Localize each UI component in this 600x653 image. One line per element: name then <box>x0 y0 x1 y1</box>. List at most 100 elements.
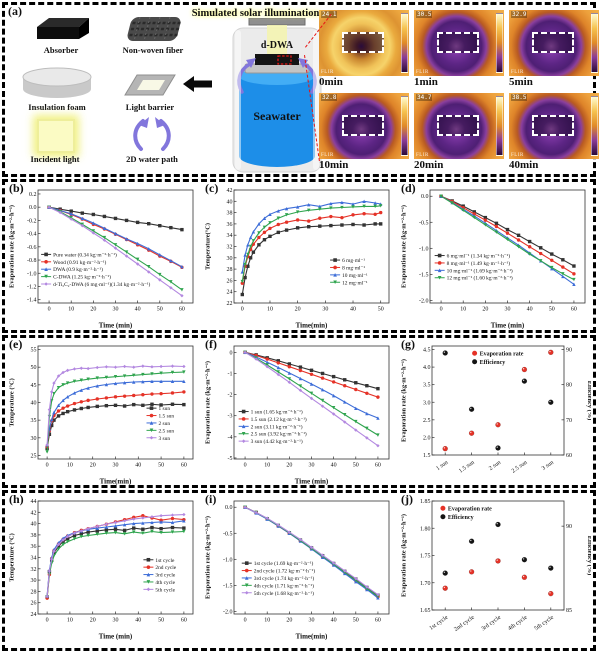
svg-text:1 sun: 1 sun <box>435 460 449 472</box>
svg-text:30: 30 <box>113 463 119 469</box>
svg-text:12 mg·ml⁻¹ (1.60 kg·m⁻²·h⁻¹): 12 mg·ml⁻¹ (1.60 kg·m⁻²·h⁻¹) <box>447 275 513 282</box>
svg-text:2nd cycle: 2nd cycle <box>155 565 176 571</box>
insulation-foam-icon <box>22 67 92 98</box>
svg-text:5th cycle (1.68 kg·m⁻²·h⁻¹): 5th cycle (1.68 kg·m⁻²·h⁻¹) <box>254 590 314 597</box>
insulation-foam-label: Insulation foam <box>28 102 86 112</box>
panel-letter-b: (b) <box>8 181 25 195</box>
ir-frame: 32.9 FLIR <box>509 10 599 76</box>
svg-text:70: 70 <box>566 418 572 424</box>
svg-text:-1.0: -1.0 <box>27 271 37 277</box>
svg-text:Efficiency (%): Efficiency (%) <box>586 536 591 576</box>
panel-letter-j: (j) <box>400 492 414 506</box>
svg-text:Efficiency: Efficiency <box>448 515 474 521</box>
svg-text:Evaporation rate (kg·m⁻²·h⁻¹): Evaporation rate (kg·m⁻²·h⁻¹) <box>401 359 408 442</box>
svg-text:Time (min): Time (min) <box>99 322 133 330</box>
svg-text:8 mg·ml⁻¹ (1.49 kg·m⁻²·h⁻¹): 8 mg·ml⁻¹ (1.49 kg·m⁻²·h⁻¹) <box>447 260 511 267</box>
thermal-time-label: 20min <box>414 159 444 171</box>
water-path-label: 2D water path <box>126 154 178 164</box>
ir-colorbar <box>401 96 408 156</box>
svg-text:0: 0 <box>230 350 233 356</box>
svg-text:30: 30 <box>505 307 511 313</box>
svg-text:Temperature (°C): Temperature (°C) <box>9 378 16 427</box>
thermal-time-label: 5min <box>509 76 533 88</box>
svg-text:20: 20 <box>90 618 96 624</box>
ir-frame: 30.5 FLIR <box>414 10 504 76</box>
chart-c-plot: 0 10 20 30 40 50 22 24 26 28 30 32 34 36 38 40 42 Time(mi… <box>205 188 390 330</box>
svg-text:30: 30 <box>113 618 119 624</box>
svg-text:0.2: 0.2 <box>29 192 37 198</box>
chart-b: (b) 0 10 20 30 40 50 60 0.2 0.0 -0.2 -0.4 -0.6 -0.8 -… <box>7 181 200 331</box>
svg-text:0: 0 <box>244 463 247 469</box>
ir-max-temp: 32.9 <box>511 11 528 18</box>
svg-text:25: 25 <box>31 453 37 459</box>
panel-hij-section: (h) 0 10 20 30 40 50 60 24 26 28 30 32 34 36 38 40 42 44 T… <box>2 490 596 651</box>
svg-text:36: 36 <box>227 222 233 228</box>
svg-text:45: 45 <box>31 383 37 389</box>
svg-text:30: 30 <box>31 436 37 442</box>
svg-text:Time(min): Time(min) <box>296 322 328 330</box>
chart-d-plot: 0 10 20 30 40 50 60 0.0 -0.5 -1.0 -1.5 -2.0 Time (mi… <box>401 189 586 329</box>
flir-watermark: FLIR <box>321 153 334 158</box>
svg-text:1.5: 1.5 <box>423 453 431 459</box>
svg-text:4th cycle (1.71 kg·m⁻²·h⁻¹): 4th cycle (1.71 kg·m⁻²·h⁻¹) <box>254 582 314 589</box>
thermal-image-10min: 32.8 FLIR 10min <box>319 93 409 171</box>
svg-text:4th cycle: 4th cycle <box>507 615 529 633</box>
svg-text:40: 40 <box>331 463 337 469</box>
light-barrier-on-device <box>244 63 310 74</box>
svg-text:-1.0: -1.0 <box>419 246 429 252</box>
svg-text:42: 42 <box>227 188 233 194</box>
svg-text:20: 20 <box>90 307 96 313</box>
panel-letter-i: (i) <box>204 492 218 506</box>
svg-text:0: 0 <box>46 618 49 624</box>
thermal-image-0min: 24.1 FLIR 0min <box>319 10 409 88</box>
svg-text:10: 10 <box>264 618 270 624</box>
svg-text:80: 80 <box>566 383 572 389</box>
svg-text:0: 0 <box>48 307 51 313</box>
svg-text:1 sun: 1 sun <box>159 406 171 412</box>
ir-sample-outline <box>342 115 384 136</box>
chart-g-plot: 1.5 2.0 2.5 3.0 3.5 4.0 4.5 60 70 80 90 1 sun 1.5 su… <box>401 345 591 475</box>
svg-text:35: 35 <box>31 418 37 424</box>
svg-text:50: 50 <box>353 463 359 469</box>
svg-text:0.0: 0.0 <box>421 194 429 200</box>
svg-text:-1.2: -1.2 <box>27 284 37 290</box>
svg-text:50: 50 <box>157 307 163 313</box>
svg-text:50: 50 <box>549 307 555 313</box>
svg-text:30: 30 <box>309 463 315 469</box>
svg-text:2 sun: 2 sun <box>488 460 502 472</box>
svg-text:Evaporation rate: Evaporation rate <box>480 351 524 357</box>
chart-d: (d) 0 10 20 30 40 50 60 0.0 -0.5 -1.0 -1.5 -2.0 Time… <box>399 181 592 331</box>
svg-text:2nd cycle: 2nd cycle <box>453 615 476 633</box>
svg-text:1.5 sun: 1.5 sun <box>458 460 476 475</box>
svg-text:2 sun: 2 sun <box>159 421 171 427</box>
svg-text:10: 10 <box>264 463 270 469</box>
ir-max-temp: 32.8 <box>321 94 338 101</box>
svg-text:DWA (0.9 kg·m⁻²·h⁻¹): DWA (0.9 kg·m⁻²·h⁻¹) <box>53 266 103 273</box>
svg-text:24: 24 <box>31 612 37 618</box>
flir-watermark: FLIR <box>416 153 429 158</box>
chart-e-plot: 0 10 20 30 40 50 60 25 30 35 40 45 50 55 Time(min) Temp… <box>9 345 194 486</box>
svg-text:10 mg·ml⁻¹ (1.69 kg·m⁻²·h⁻¹): 10 mg·ml⁻¹ (1.69 kg·m⁻²·h⁻¹) <box>447 267 513 274</box>
thermal-image-40min: 38.5 FLIR 40min <box>509 93 599 171</box>
zoom-rect-icon <box>277 55 292 65</box>
svg-text:34: 34 <box>227 233 233 239</box>
svg-text:Time(min): Time(min) <box>100 478 132 486</box>
ir-colorbar <box>591 13 598 73</box>
svg-text:60: 60 <box>571 307 577 313</box>
panel-letter-d: (d) <box>400 181 417 195</box>
svg-text:44: 44 <box>31 499 37 505</box>
svg-text:d-Ti₃C₂-DWA (6 mg·ml⁻¹)(1.34 k: d-Ti₃C₂-DWA (6 mg·ml⁻¹)(1.34 kg·m⁻²·h⁻¹) <box>53 281 150 288</box>
svg-text:-1.4: -1.4 <box>27 298 37 304</box>
svg-text:Evaporation rate (kg·m⁻²·h⁻¹): Evaporation rate (kg·m⁻²·h⁻¹) <box>205 516 212 599</box>
svg-text:Evaporation rate: Evaporation rate <box>448 506 492 512</box>
ir-frame: 38.5 FLIR <box>509 93 599 159</box>
svg-text:-0.5: -0.5 <box>419 220 429 226</box>
panel-letter-f: (f) <box>204 337 218 351</box>
svg-text:10: 10 <box>67 463 73 469</box>
thermal-image-5min: 32.9 FLIR 5min <box>509 10 599 88</box>
svg-text:40: 40 <box>135 463 141 469</box>
svg-text:Temperature(°C): Temperature(°C) <box>205 223 212 270</box>
chart-f: (f) 0 10 20 30 40 50 60 0 -1 -2 -3 -4 -5 Time (min) Ev… <box>203 337 396 487</box>
svg-text:3rd cycle: 3rd cycle <box>155 573 176 579</box>
svg-text:Efficiency: Efficiency <box>480 360 506 366</box>
